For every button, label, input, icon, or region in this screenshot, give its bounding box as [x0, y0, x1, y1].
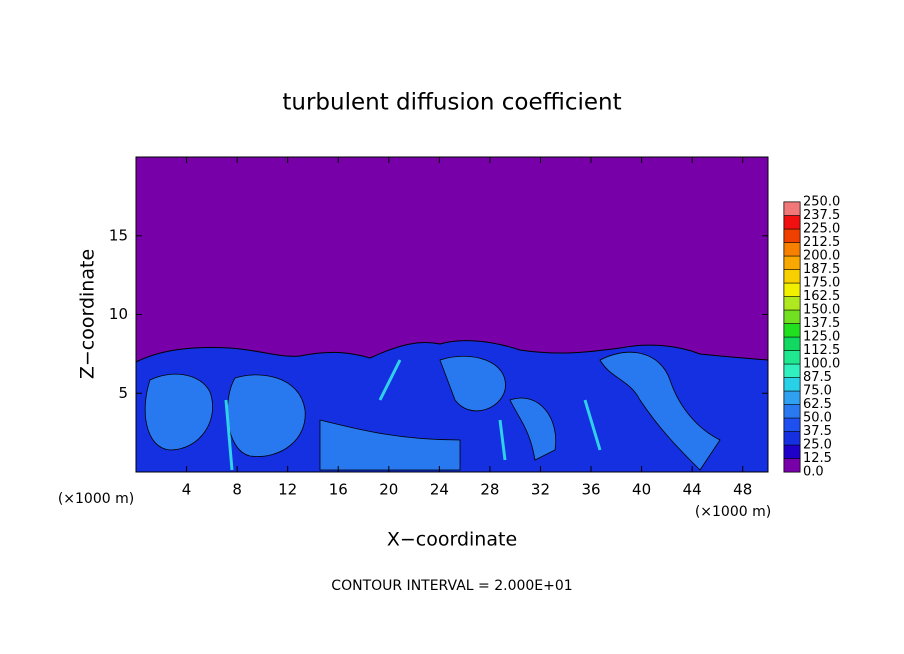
colorbar-label: 250.0	[803, 195, 840, 210]
colorbar-label: 0.0	[803, 465, 824, 480]
colorbar-swatch	[783, 242, 801, 257]
colorbar-swatch	[783, 417, 801, 432]
x-tick-label: 36	[581, 481, 600, 499]
colorbar-label: 75.0	[803, 384, 832, 399]
colorbar-label: 150.0	[803, 303, 840, 318]
x-tick-label: 28	[480, 481, 499, 499]
colorbar-label: 200.0	[803, 249, 840, 264]
colorbar-label: 12.5	[803, 451, 832, 466]
colorbar-swatch	[783, 350, 801, 365]
x-tick-label: 44	[683, 481, 702, 499]
turbulent-streak	[224, 359, 602, 471]
colorbar-swatch	[783, 444, 801, 459]
colorbar-label: 25.0	[803, 438, 832, 453]
x-unit: (×1000 m)	[695, 504, 771, 520]
colorbar-swatch	[783, 296, 801, 311]
colorbar-swatch	[783, 309, 801, 324]
colorbar-label: 137.5	[803, 316, 840, 331]
x-tick-label: 32	[531, 481, 550, 499]
x-tick-label: 48	[733, 481, 752, 499]
colorbar-label: 87.5	[803, 370, 832, 385]
colorbar-swatch	[783, 458, 801, 473]
colorbar-label: 187.5	[803, 262, 840, 277]
y-tick-label: 5	[118, 384, 128, 402]
x-tick-label: 20	[379, 481, 398, 499]
colorbar-swatch	[783, 377, 801, 392]
y-axis-label: Z−coordinate	[77, 249, 99, 379]
colorbar-swatch	[783, 215, 801, 230]
x-axis-label: X−coordinate	[387, 529, 517, 551]
colorbar-label: 112.5	[803, 343, 840, 358]
colorbar-swatch	[783, 431, 801, 446]
colorbar-swatch	[783, 390, 801, 405]
colorbar-swatch	[783, 282, 801, 297]
y-tick-label: 15	[109, 226, 128, 244]
colorbar-label: 37.5	[803, 424, 832, 439]
field	[135, 157, 769, 473]
y-tick-label: 10	[109, 305, 128, 323]
colorbar-swatch	[783, 201, 801, 216]
colorbar-label: 237.5	[803, 208, 840, 223]
colorbar-label: 162.5	[803, 289, 840, 304]
x-tick-label: 8	[232, 481, 242, 499]
x-tick-label: 16	[329, 481, 348, 499]
colorbar-swatch	[783, 228, 801, 243]
colorbar-swatch	[783, 269, 801, 284]
footer-note: CONTOUR INTERVAL = 2.000E+01	[331, 578, 572, 594]
colorbar-label: 175.0	[803, 276, 840, 291]
colorbar-swatch	[783, 363, 801, 378]
colorbar-label: 50.0	[803, 411, 832, 426]
colorbar-swatch	[783, 255, 801, 270]
chart-title: turbulent diffusion coefficient	[282, 90, 621, 116]
colorbar-label: 62.5	[803, 397, 832, 412]
turbulent-eddy	[144, 352, 721, 471]
x-tick-label: 12	[278, 481, 297, 499]
colorbar-label: 100.0	[803, 357, 840, 372]
colorbar-swatch	[783, 323, 801, 338]
x-tick-label: 4	[182, 481, 192, 499]
colorbar-label: 212.5	[803, 235, 840, 250]
colorbar-swatch	[783, 404, 801, 419]
colorbar-label: 125.0	[803, 330, 840, 345]
x-tick-label: 40	[632, 481, 651, 499]
y-unit: (×1000 m)	[58, 491, 134, 507]
x-tick-label: 24	[430, 481, 449, 499]
colorbar-swatch	[783, 336, 801, 351]
colorbar-label: 225.0	[803, 222, 840, 237]
